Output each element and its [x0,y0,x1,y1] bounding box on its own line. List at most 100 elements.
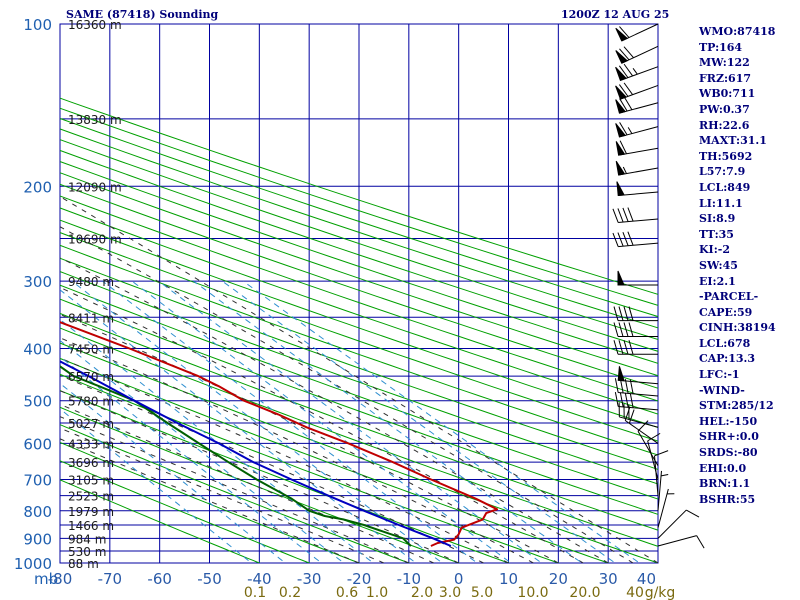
height-label: 7450 m [68,343,114,357]
wind-barb [657,470,669,511]
index-item: L57:7.9 [699,165,746,179]
dry-adiabat [60,107,658,306]
index-item: CAPE:59 [699,305,753,319]
index-item: CAP:13.3 [699,352,756,366]
temperature-tick-label: -20 [347,570,372,588]
mixing-ratio-line [60,408,253,563]
dry-adiabat [60,149,658,352]
barb-feather [623,340,629,355]
mixing-ratio-label: 2.0 [411,585,433,600]
height-labels: 16360 m 13830 m 12090 m 10690 m 9480 m 8411 m… [68,18,122,571]
barb-staff [620,66,659,81]
mixing-ratio-label: 0.1 [244,585,266,600]
mixing-ratio-line [60,289,417,563]
barb-staff [618,392,659,397]
barb-staff [624,420,659,444]
barb-feather [628,340,634,355]
dry-adiabat [60,312,658,531]
wind-barb [615,45,659,64]
barb-staff [657,488,669,528]
wind-barb [612,207,659,223]
height-label: 4333 m [68,437,114,451]
height-label: 1466 m [68,519,114,533]
mixing-ratio-line [131,280,512,563]
barb-staff [657,535,697,547]
barb-feather [629,379,634,394]
dry-adiabat [60,479,261,563]
dry-adiabat [60,207,658,415]
wind-barb [617,270,658,286]
barb-staff [657,470,662,511]
barb-feather [627,231,634,246]
mixing-ratio-label: 1.0 [366,585,388,600]
barb-staff [618,218,659,223]
dry-adiabat [60,406,461,563]
barb-feather [628,306,634,321]
index-item: TH:5692 [699,149,753,163]
barb-feather [637,420,649,432]
barb-feather [623,63,634,77]
pressure-tick-label: 1000 [14,555,52,573]
barb-feather [618,65,629,78]
dry-adiabat [60,97,658,295]
height-label: 9480 m [68,275,114,289]
index-item: MAXT:31.1 [699,134,767,148]
barb-feather [647,432,661,442]
barb-staff [618,147,659,156]
height-label: 16360 m [68,18,122,32]
index-item: STM:285/12 [699,399,774,413]
barb-feather [618,340,624,355]
index-item: RH:22.6 [699,118,750,132]
mixing-ratio-label: 5.0 [471,585,493,600]
temperature-tick-label: -60 [147,570,172,588]
index-item: WMO:87418 [699,25,776,38]
mixing-ratio-line [242,280,641,563]
barb-feather [618,306,624,321]
dry-adiabat [60,441,361,563]
index-item: EI:2.1 [699,274,736,288]
moist-adiabat [60,257,609,563]
pressure-tick-label: 200 [23,178,52,196]
barb-feather [624,379,629,394]
height-label: 5027 m [68,417,114,431]
moist-adiabat [60,226,634,563]
index-item: EHI:0.0 [699,461,747,475]
mixing-ratio-label: 0.2 [279,585,301,600]
mixing-ratio-line [158,280,543,563]
mixing-ratio-label: 0.6 [336,585,358,600]
height-label: 13830 m [68,113,122,127]
barb-staff [619,126,659,138]
barb-feather [618,322,624,337]
mixing-ratio-line [193,280,583,563]
wind-barb [613,306,658,322]
temperature-line [60,321,499,547]
mixing-ratio-label: 3.0 [439,585,461,600]
wind-barb [615,160,659,176]
barb-pennant [616,181,625,197]
barb-staff [620,84,659,100]
wind-barb [615,140,659,156]
moist-adiabat [60,337,534,563]
barb-staff [657,509,687,539]
height-label: 1979 m [68,505,114,519]
indices-panel: WMO:87418 TP:164 MW:122 FRZ:617 WB0:711 PW:0.… [699,24,776,507]
dry-adiabat [60,257,658,470]
height-label: 3696 m [68,456,114,470]
wind-barb [612,231,659,248]
dry-adiabat [60,424,411,563]
temperature-tick-label: -80 [48,570,73,588]
barb-feather [617,208,624,223]
index-item: BRN:1.1 [699,477,751,491]
moist-adiabat [60,438,360,563]
wind-barb [615,97,659,114]
barb-feather [624,406,631,421]
wind-barb [616,181,659,197]
mixing-ratio-line [71,280,444,563]
height-label: 6570 m [68,370,114,384]
moist-adiabat [60,374,484,563]
barb-feather [624,97,633,111]
dry-adiabat [60,244,658,456]
index-item: TP:164 [699,40,743,54]
barb-feather [613,322,619,337]
